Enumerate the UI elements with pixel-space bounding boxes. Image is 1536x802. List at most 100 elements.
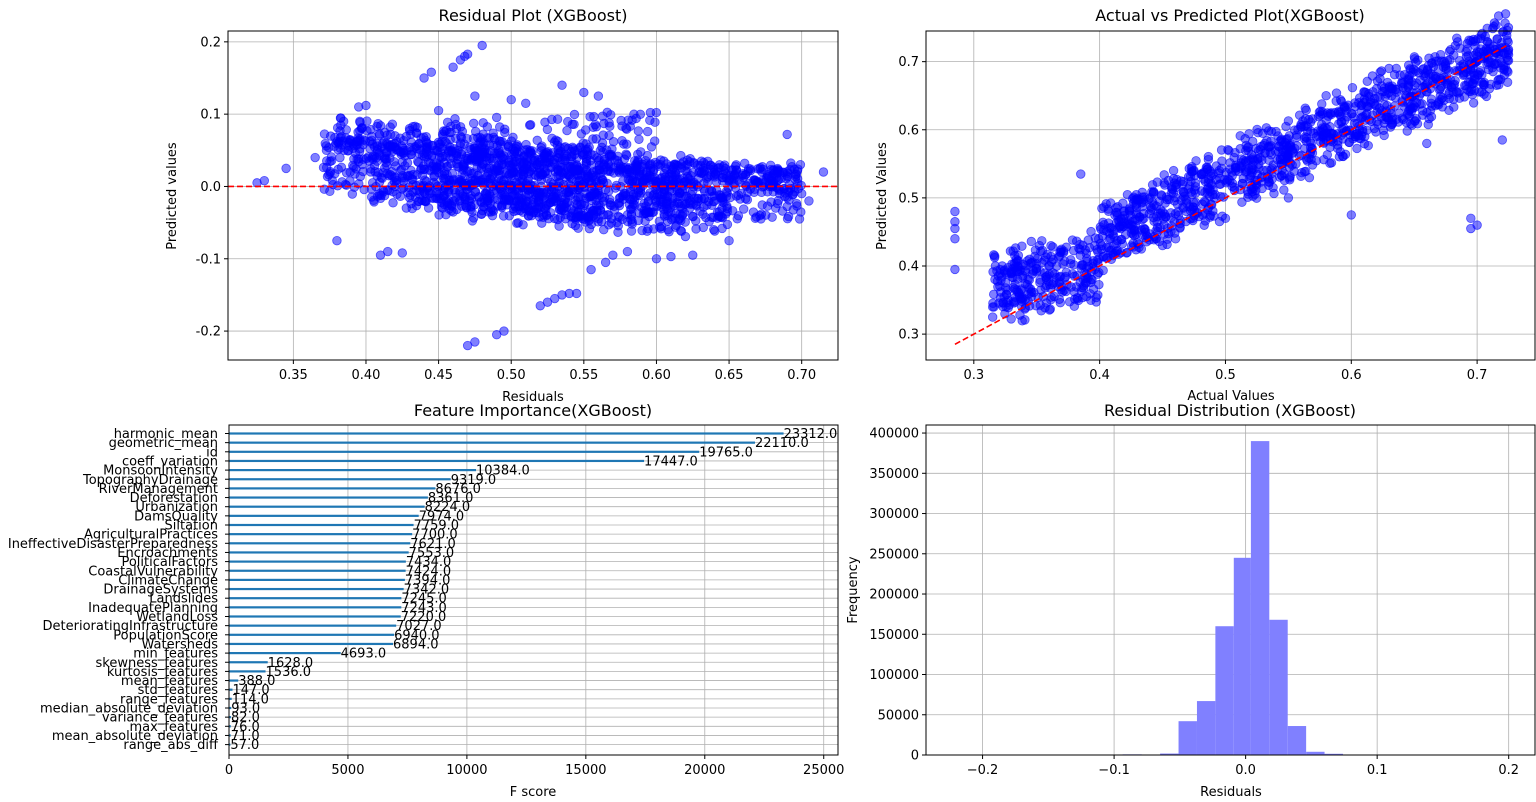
- feature-importance-bar: [229, 487, 436, 490]
- actual-vs-predicted-point: [1181, 206, 1192, 217]
- actual-vs-predicted-point: [1360, 110, 1371, 120]
- residual-plot-xtick-label: 0.60: [642, 368, 671, 383]
- actual-vs-predicted-point: [1006, 268, 1017, 278]
- residual-plot-xtick-label: 0.65: [715, 368, 744, 383]
- feature-name-label: Landslides: [149, 592, 218, 607]
- residual-point: [557, 162, 567, 172]
- residual-point: [408, 187, 418, 197]
- actual-vs-predicted-point: [1492, 34, 1502, 44]
- residual-point: [426, 67, 437, 77]
- actual-vs-predicted-point: [1500, 9, 1511, 19]
- residual-point: [485, 189, 495, 199]
- residual-point: [353, 157, 364, 167]
- actual-vs-predicted-point: [1092, 269, 1103, 279]
- actual-vs-predicted-point: [1304, 114, 1314, 125]
- actual-vs-predicted-point: [1092, 245, 1102, 255]
- residual-plot-ytick-label: 0.2: [200, 35, 221, 50]
- residual-point: [467, 216, 478, 226]
- residual-point: [578, 138, 588, 148]
- residual-point: [571, 288, 582, 299]
- actual-vs-predicted-point: [1041, 274, 1052, 285]
- actual-vs-predicted-point: [950, 264, 960, 275]
- feature-importance-xtick-label: 15000: [565, 763, 606, 778]
- residual-point: [571, 212, 582, 223]
- actual-vs-predicted-point: [1151, 201, 1161, 211]
- residual-point: [672, 191, 683, 202]
- residual-point: [602, 210, 613, 220]
- feature-score-label: 147.0: [232, 683, 269, 698]
- residual-point: [509, 206, 519, 217]
- residual-point: [588, 134, 598, 144]
- residual-point: [625, 121, 635, 132]
- residual-point: [595, 205, 606, 215]
- feature-importance-bar: [229, 743, 231, 746]
- actual-vs-predicted-point: [1477, 70, 1487, 80]
- actual-vs-predicted-point: [1466, 213, 1476, 224]
- feature-score-label: 9319.0: [451, 473, 497, 488]
- actual-vs-predicted-point: [1048, 242, 1058, 252]
- residual-point: [400, 151, 410, 161]
- actual-vs-predicted-point: [1132, 215, 1143, 225]
- feature-importance-bar: [229, 734, 231, 737]
- residual-point: [419, 73, 429, 83]
- residual-point: [401, 203, 412, 213]
- actual-vs-predicted-point: [1175, 218, 1185, 229]
- actual-vs-predicted-xtick-label: 0.3: [963, 368, 984, 383]
- feature-name-label: std_features: [138, 683, 219, 698]
- residual-point: [332, 123, 343, 133]
- histogram-bin: [1250, 441, 1270, 755]
- residual-point: [491, 167, 501, 177]
- histogram-bin: [1306, 751, 1325, 755]
- residual-point: [645, 115, 655, 126]
- actual-vs-predicted-point: [1367, 71, 1378, 81]
- residual-distribution-frame: [925, 424, 1536, 756]
- actual-vs-predicted-frame: [925, 30, 1536, 361]
- residual-point: [310, 152, 320, 163]
- actual-vs-predicted-point: [1059, 246, 1069, 256]
- feature-name-label: Urbanization: [135, 500, 218, 515]
- residual-point: [551, 196, 562, 206]
- residual-point: [455, 138, 466, 148]
- residual-point: [651, 107, 662, 118]
- actual-vs-predicted-point: [1422, 138, 1432, 149]
- actual-vs-predicted-point: [1117, 234, 1127, 245]
- feature-name-label: PoliticalFactors: [121, 555, 218, 570]
- residual-point: [468, 118, 479, 129]
- histogram-bin: [1269, 619, 1288, 755]
- feature-name-label: Watersheds: [142, 637, 219, 652]
- residual-distribution-ylabel: Frequency: [846, 556, 861, 623]
- feature-name-label: AgriculturalPractices: [84, 528, 218, 543]
- actual-vs-predicted-point: [1362, 125, 1372, 135]
- feature-importance-bar: [229, 523, 414, 527]
- residual-distribution-xtick-label: −0.1: [1098, 763, 1130, 778]
- residual-point: [547, 133, 557, 143]
- actual-vs-predicted-point: [1283, 193, 1294, 203]
- feature-score-label: 7759.0: [414, 519, 460, 534]
- residual-point: [259, 175, 270, 186]
- actual-vs-predicted-point: [1266, 126, 1277, 137]
- residual-point: [325, 156, 335, 167]
- actual-vs-predicted-point: [1246, 165, 1257, 175]
- actual-vs-predicted-point: [1375, 67, 1385, 77]
- residual-point: [743, 163, 754, 174]
- residual-point: [529, 180, 540, 191]
- actual-vs-predicted-point: [1199, 220, 1209, 230]
- residual-plot-xlabel: Residuals: [502, 390, 564, 405]
- residual-point: [569, 109, 580, 120]
- actual-vs-predicted-point: [1051, 272, 1062, 283]
- feature-importance-bar: [229, 587, 404, 591]
- residual-point: [511, 196, 521, 207]
- residual-point: [699, 186, 710, 196]
- actual-vs-predicted-ytick-label: 0.7: [898, 55, 919, 70]
- feature-importance-bar: [229, 679, 239, 682]
- residual-point: [593, 91, 604, 101]
- actual-vs-predicted-point: [1067, 235, 1078, 245]
- actual-vs-predicted-point: [1279, 185, 1289, 195]
- feature-score-label: 17447.0: [644, 454, 698, 469]
- actual-vs-predicted-point: [1001, 289, 1012, 300]
- residual-point: [579, 87, 589, 98]
- residual-point: [518, 166, 528, 177]
- actual-vs-predicted-ytick-label: 0.5: [898, 191, 919, 206]
- actual-vs-predicted-point: [1076, 169, 1086, 179]
- actual-vs-predicted-point: [1066, 259, 1076, 269]
